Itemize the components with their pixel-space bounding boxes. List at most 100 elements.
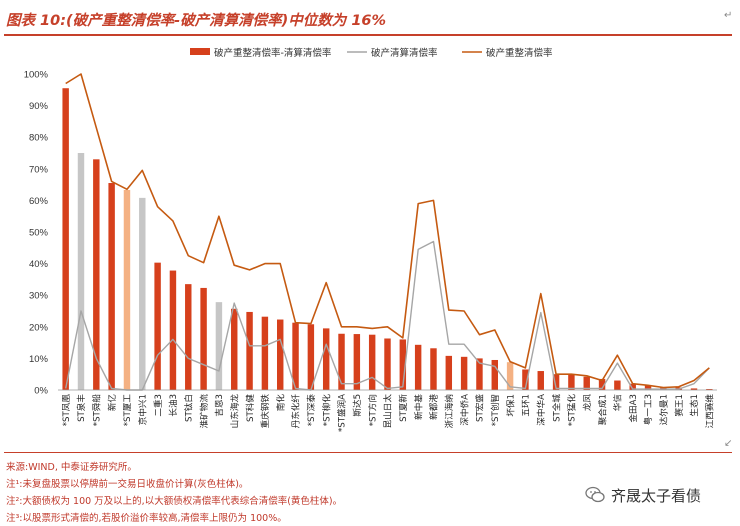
x-tick-label: *ST柳化 (320, 394, 332, 427)
corner-mark-icon: ↙ (724, 438, 733, 449)
bar (522, 369, 529, 390)
x-tick-label: 江西赛维 (704, 394, 716, 429)
bar (154, 262, 161, 390)
footnote-rule (4, 452, 732, 453)
y-tick-label: 40% (29, 259, 49, 270)
legend-label: 破产清算清偿率 (371, 47, 438, 59)
wechat-icon (585, 486, 605, 504)
y-tick-label: 90% (29, 101, 49, 112)
bar (368, 334, 376, 390)
line-series (65, 73, 710, 391)
x-tick-label: ST泉丰 (75, 394, 87, 422)
bar (338, 333, 345, 390)
bar (598, 378, 606, 390)
series-line (65, 73, 710, 389)
x-tick-label: 赛王1 (673, 394, 685, 417)
bar (292, 322, 299, 390)
bar (246, 311, 253, 390)
y-tick-label: 10% (29, 354, 49, 365)
bar (215, 302, 223, 390)
bar (629, 383, 636, 390)
x-tick-label: 浙江海纳 (443, 394, 455, 428)
x-tick-label: 新中基 (412, 394, 424, 420)
bar (537, 371, 544, 390)
x-tick-label: *ST厦工 (122, 394, 133, 427)
bar (353, 334, 361, 390)
bar (139, 197, 146, 390)
y-tick-label: 20% (29, 322, 49, 333)
bar (185, 284, 192, 390)
bar (583, 376, 590, 390)
x-tick-label: 华信 (612, 394, 624, 412)
x-tick-label: *ST猛化 (566, 394, 578, 427)
x-tick-label: ST钛白 (183, 394, 195, 422)
title-underline (4, 34, 732, 36)
x-tick-label: 丹东化纤 (290, 394, 302, 429)
bar (506, 362, 514, 390)
x-tick-label: 南化 (274, 394, 286, 412)
bar (430, 348, 437, 390)
bar (568, 374, 575, 390)
bar (476, 358, 483, 390)
x-tick-label: *ST凤凰 (61, 394, 72, 427)
x-tick-label: 聚合成1 (596, 394, 608, 425)
watermark: 齐晟太子看债 (585, 482, 701, 508)
bar (108, 183, 115, 390)
x-tick-label: 重庆钢铁 (259, 394, 271, 429)
x-tick-label: *ST舜船 (91, 394, 103, 427)
y-tick-label: 60% (29, 196, 49, 207)
chart-title: 图表 10:(破产重整清偿率-破产清算清偿率)中位数为 16% (6, 13, 387, 29)
x-tick-label: 深中华A (535, 394, 547, 426)
bar (200, 287, 207, 390)
footnote-1: 注¹:未复盘股票以停牌前一交易日收盘价计算(灰色柱体)。 (6, 479, 249, 490)
x-tick-label: 龙凤 (581, 394, 593, 412)
bar (384, 338, 391, 390)
x-tick-label: ST宏盛 (474, 394, 486, 422)
x-tick-label: 山东海龙 (228, 394, 240, 429)
x-tick-label: 深中侨A (458, 394, 470, 426)
bar (706, 389, 713, 390)
bar (169, 270, 177, 390)
bar (399, 339, 407, 390)
x-tick-label: 新都港 (428, 394, 440, 420)
x-axis: *ST凤凰 ST泉丰 *ST舜船 新亿 *ST厦工 京中兴1 二重3 长油3 ST钛白 淮矿物流吉… (58, 389, 717, 432)
watermark-text: 齐晟太子看债 (611, 486, 702, 505)
x-tick-label: 粤一工3 (642, 394, 654, 425)
y-tick-label: 80% (29, 133, 49, 144)
bar (322, 328, 330, 390)
chart-svg: 破产重整清偿率-清算清偿率 破产清算清偿率 破产重整清偿率 0% 10% 20% 30% 4… (24, 47, 717, 432)
bar (414, 344, 422, 390)
x-tick-label: *ST方向 (366, 394, 378, 426)
legend-label: 破产重整清偿率 (486, 47, 553, 59)
x-tick-label: 新亿 (106, 394, 118, 412)
chart-legend: 破产重整清偿率-清算清偿率 破产清算清偿率 破产重整清偿率 (190, 47, 553, 59)
x-tick-label: 达尔曼1 (658, 394, 670, 425)
legend-swatch (190, 48, 210, 55)
legend-label: 破产重整清偿率-清算清偿率 (214, 47, 332, 59)
y-tick-label: 30% (29, 291, 49, 302)
x-tick-label: ST夏新 (397, 394, 409, 422)
y-tick-label: 100% (24, 70, 49, 81)
footnote-3: 注³:以股票形式清偿的,若股价溢价率较高,清偿率上限仍为 100%。 (6, 513, 287, 524)
x-tick-label: 长油3 (167, 394, 179, 417)
series-line (65, 240, 710, 391)
bar (690, 388, 698, 390)
bar (460, 356, 468, 390)
footnote-2: 注²:大额债权为 100 万及以上的,以大额债权清偿率代表综合清偿率(黄色柱体)… (6, 496, 343, 507)
y-tick-label: 70% (29, 164, 49, 175)
bar (491, 359, 498, 390)
x-tick-label: ST科健 (244, 394, 256, 422)
x-tick-label: 五环1 (521, 394, 532, 417)
y-axis: 0% 10% 20% 30% 40% 50% 60% 70% 80% 90% 100% (24, 70, 49, 397)
bar (62, 88, 69, 390)
x-tick-label: *ST创智 (489, 394, 501, 426)
x-tick-label: 昆山日太 (382, 394, 394, 429)
x-tick-label: ST全城 (550, 394, 562, 422)
bar (277, 319, 284, 390)
x-tick-label: 淮矿物流 (198, 394, 210, 429)
y-tick-label: 0% (34, 386, 48, 397)
x-tick-label: 金田A3 (627, 394, 639, 423)
bar (231, 308, 238, 390)
bar-series (62, 88, 713, 390)
title-bar: 图表 10:(破产重整清偿率-破产清算清偿率)中位数为 16% ↵ (0, 0, 740, 34)
